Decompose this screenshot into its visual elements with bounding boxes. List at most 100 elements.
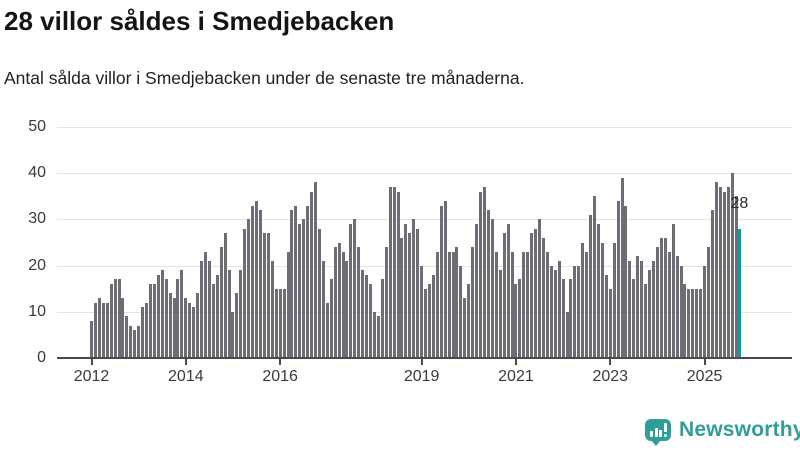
x-axis-tick — [420, 359, 423, 365]
bar — [353, 219, 357, 358]
bar — [282, 288, 286, 358]
bar — [655, 247, 659, 358]
bar — [105, 302, 109, 358]
bar — [239, 270, 243, 358]
bar — [644, 284, 648, 358]
last-value-label: 28 — [730, 194, 749, 212]
bar — [266, 233, 270, 358]
bar — [235, 293, 239, 358]
bar — [714, 182, 718, 358]
bar — [192, 307, 196, 358]
bar — [156, 274, 160, 358]
bar — [667, 251, 671, 358]
bar — [188, 302, 192, 358]
bar — [278, 288, 282, 358]
bar — [125, 316, 129, 358]
bar — [310, 191, 314, 358]
bar — [420, 265, 424, 358]
bar — [223, 233, 227, 358]
bar — [97, 297, 101, 358]
bar — [703, 265, 707, 358]
bar — [730, 173, 734, 358]
bar — [522, 251, 526, 358]
bar — [710, 210, 714, 358]
bar — [447, 251, 451, 358]
mini-bar-icon — [659, 430, 662, 437]
bar — [200, 260, 204, 358]
bar — [541, 237, 545, 358]
bar — [648, 270, 652, 358]
bar — [400, 237, 404, 358]
bar — [388, 187, 392, 358]
bar — [133, 330, 137, 358]
bar — [427, 284, 431, 358]
bar — [270, 260, 274, 358]
y-axis-tick-label: 20 — [28, 256, 46, 274]
bar — [145, 302, 149, 358]
bar — [726, 187, 730, 358]
x-axis-tick-label: 2016 — [262, 368, 298, 385]
bar — [640, 260, 644, 358]
bar — [337, 242, 341, 358]
bar — [141, 307, 145, 358]
bar — [164, 279, 168, 358]
bar — [329, 279, 333, 358]
newsworthy-logo: Newsworthy — [645, 416, 800, 446]
gridline — [57, 173, 792, 175]
bar — [396, 191, 400, 358]
x-axis-tick — [184, 359, 187, 365]
x-axis-tick-label: 2012 — [73, 368, 110, 385]
bar — [486, 210, 490, 358]
bar — [231, 311, 235, 358]
bar — [526, 251, 530, 358]
bar — [455, 247, 459, 358]
bar — [573, 265, 577, 358]
bar — [569, 279, 573, 358]
bar — [262, 233, 266, 358]
y-axis-tick-label: 10 — [28, 302, 46, 320]
bar — [585, 251, 589, 358]
bar — [219, 247, 223, 358]
bar — [325, 302, 329, 358]
bar — [294, 205, 298, 358]
bar — [286, 251, 290, 358]
bar — [506, 224, 510, 358]
exclamation-dot-icon — [663, 434, 667, 437]
bar — [243, 228, 247, 358]
bar — [553, 270, 557, 358]
x-axis-tick — [514, 359, 517, 365]
bar — [608, 288, 612, 358]
gridline — [57, 265, 792, 267]
bar — [557, 260, 561, 358]
bar — [663, 237, 667, 358]
bar — [227, 270, 231, 358]
bar — [196, 293, 200, 358]
y-axis-tick-label: 30 — [28, 210, 46, 228]
bar — [435, 251, 439, 358]
bar — [577, 265, 581, 358]
x-axis-tick-label: 2014 — [168, 368, 204, 385]
bar — [687, 288, 691, 358]
bar — [475, 224, 479, 358]
bar — [306, 205, 310, 358]
bar — [101, 302, 105, 358]
bar — [471, 247, 475, 358]
bar — [636, 256, 640, 358]
bar — [137, 325, 141, 358]
bar — [172, 297, 176, 358]
bar — [593, 196, 597, 358]
bar — [451, 251, 455, 358]
newsworthy-logo-icon — [645, 419, 671, 446]
bar — [380, 279, 384, 358]
y-axis-tick-label: 0 — [37, 349, 46, 366]
bar — [510, 251, 514, 358]
bar — [376, 316, 380, 358]
bar — [530, 233, 534, 358]
bar — [372, 311, 376, 358]
bar — [589, 214, 593, 358]
bar — [498, 270, 502, 358]
bar — [207, 260, 211, 358]
bar — [109, 284, 113, 358]
bar — [707, 247, 710, 358]
bar — [258, 210, 262, 358]
